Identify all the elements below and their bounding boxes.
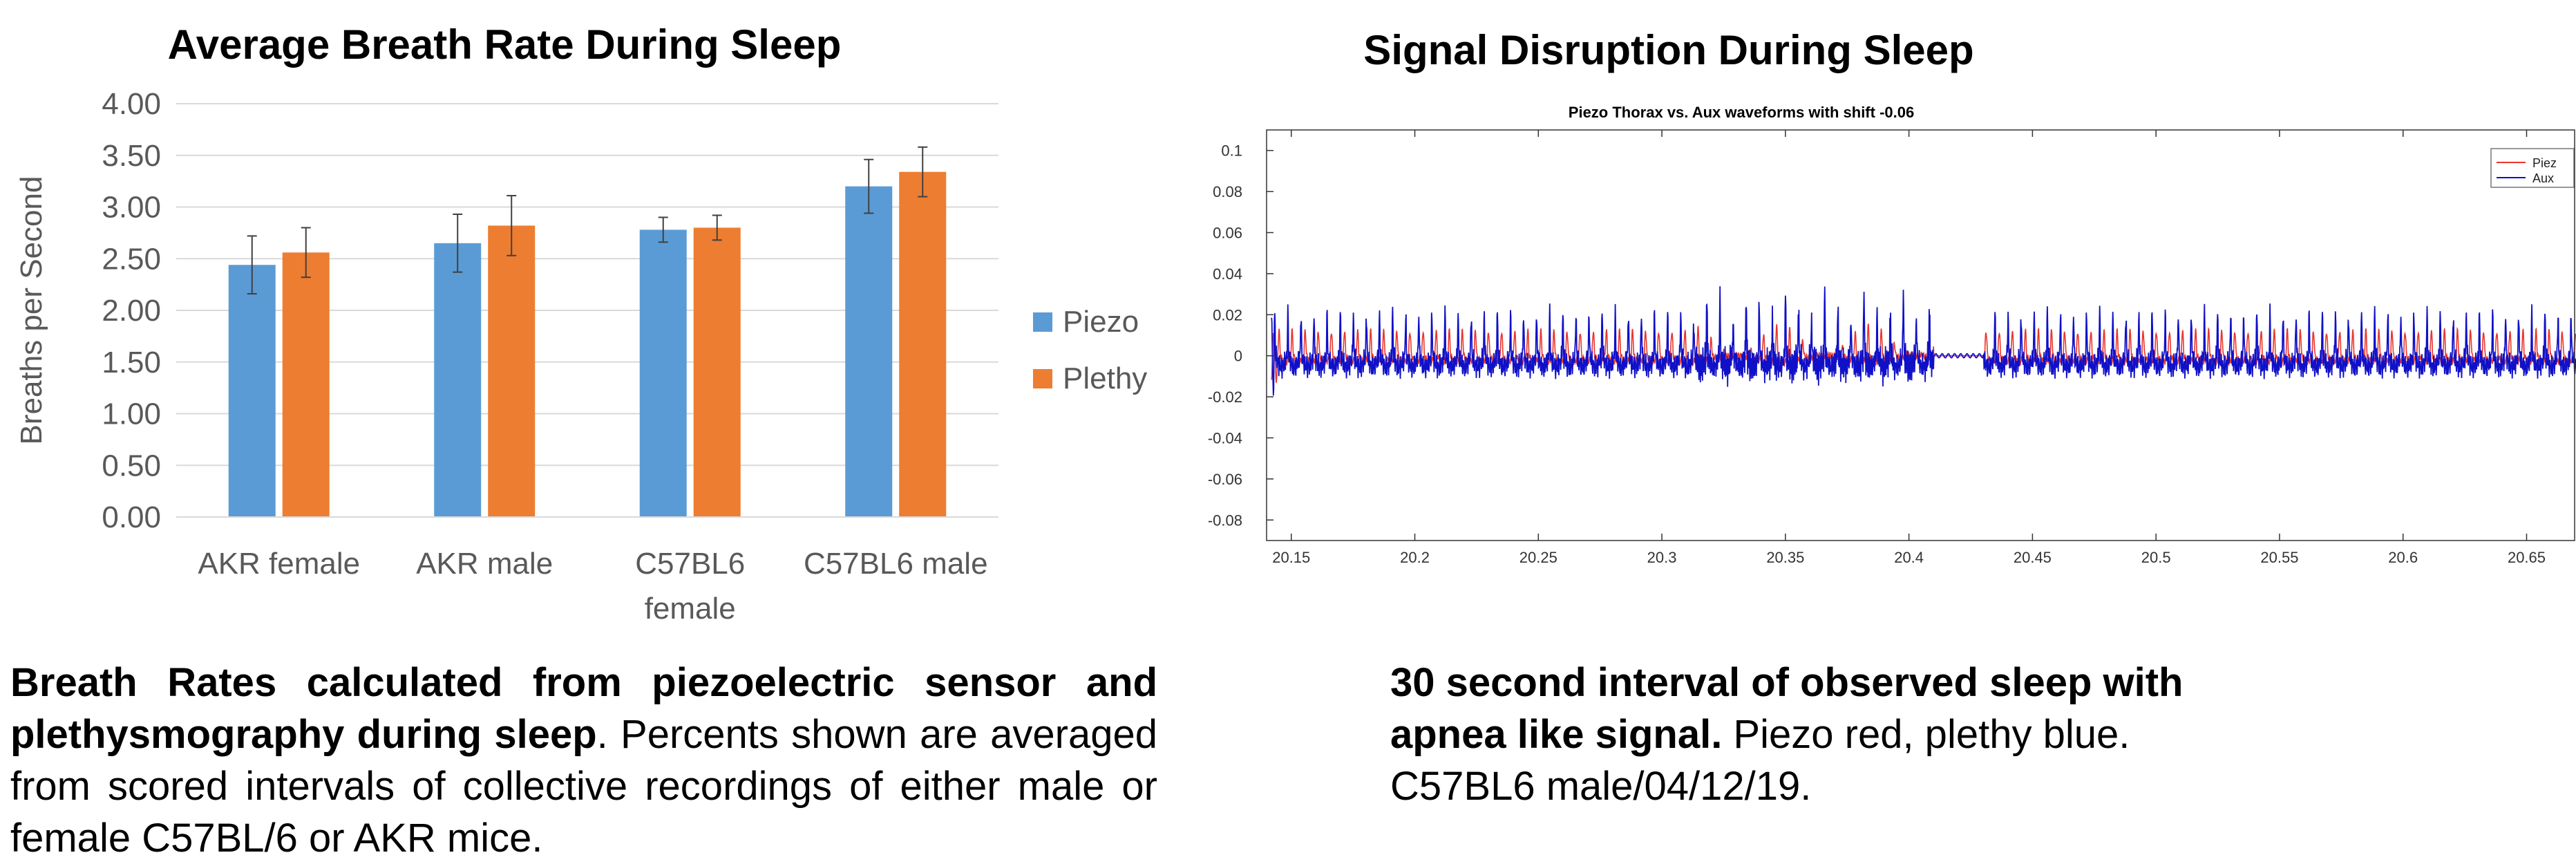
x-tick-label: 20.25 <box>1519 549 1557 566</box>
x-tick-label: C57BL6 <box>635 547 745 581</box>
y-tick-label: -0.06 <box>1208 471 1242 488</box>
bar-chart-title: Average Breath Rate During Sleep <box>167 21 842 68</box>
bar-plethy <box>488 225 536 517</box>
x-tick-label: 20.5 <box>2141 549 2171 566</box>
y-tick-label: 2.00 <box>102 294 161 328</box>
y-tick-label: 0.04 <box>1213 265 1242 283</box>
y-tick-label: 0.50 <box>102 449 161 482</box>
x-tick-label: 20.35 <box>1766 549 1804 566</box>
y-tick-label: 0 <box>1234 348 1242 365</box>
y-tick-label: 3.00 <box>102 191 161 225</box>
left-caption-bold: Breath Rates calculated from piezoelectr… <box>10 660 1157 757</box>
waveform-chart: Piezo Thorax vs. Aux waveforms with shif… <box>1208 104 2576 566</box>
bar-plethy <box>899 171 947 518</box>
bar-piezo <box>845 186 893 517</box>
bar-plethy <box>282 252 330 517</box>
left-caption: Breath Rates calculated from piezoelectr… <box>10 657 1157 864</box>
legend-label-aux: Aux <box>2532 171 2554 185</box>
y-tick-label: -0.02 <box>1208 388 1242 406</box>
y-tick-label: 0.02 <box>1213 306 1242 323</box>
bar-piezo <box>639 229 687 517</box>
left-caption-text: . Percents shown are averaged from score… <box>10 712 1158 861</box>
bar-piezo <box>228 265 276 517</box>
right-caption: 30 second interval of observed sleep wit… <box>1390 657 2219 812</box>
x-tick-label: 20.55 <box>2260 549 2298 566</box>
legend-label-piezo: Piezo <box>1063 305 1139 339</box>
y-tick-label: 3.50 <box>102 139 161 173</box>
series-line-piezo <box>1271 323 2576 383</box>
legend-label-piez: Piez <box>2532 156 2557 170</box>
x-tick-label: AKR male <box>416 547 553 581</box>
y-tick-label: 0.1 <box>1221 142 1242 160</box>
x-tick-label: 20.4 <box>1894 549 1924 566</box>
y-tick-label: 4.00 <box>102 87 161 121</box>
x-tick-label: C57BL6 male <box>804 547 988 581</box>
x-tick-label: 20.65 <box>2508 549 2546 566</box>
legend-box <box>2490 148 2575 188</box>
legend-swatch-plethy <box>1033 369 1052 388</box>
legend-swatch-piezo <box>1033 312 1052 332</box>
x-tick-label: 20.3 <box>1647 549 1677 566</box>
y-axis-label: Breaths per Second <box>15 176 48 445</box>
y-tick-label: 0.08 <box>1213 183 1242 200</box>
breath-rate-panel: Average Breath Rate During Sleep 0.00 0.5… <box>0 0 1175 864</box>
plot-frame <box>1266 129 2575 541</box>
x-tick-label: 20.6 <box>2388 549 2418 566</box>
y-tick-label: 1.50 <box>102 346 161 379</box>
waveform-subtitle: Piezo Thorax vs. Aux waveforms with shif… <box>1569 104 1914 121</box>
right-caption-bold: 30 second interval of observed sleep wit… <box>1390 660 2184 757</box>
right-caption-text: Piezo red, plethy blue. C57BL6 male/04/1… <box>1390 712 2130 809</box>
x-tick-label: 20.2 <box>1400 549 1430 566</box>
bar-plethy <box>693 227 741 517</box>
line-chart-title: Signal Disruption During Sleep <box>1363 27 1974 73</box>
bar-chart: 0.00 0.50 1.00 1.50 2.00 2.50 3.00 3.50 4.00 Brea… <box>15 87 1147 626</box>
series-line-aux <box>1271 286 2576 396</box>
signal-disruption-panel: Signal Disruption During Sleep Piezo Tho… <box>1188 0 2576 864</box>
y-tick-label: 1.00 <box>102 397 161 431</box>
x-tick-label: 20.45 <box>2014 549 2052 566</box>
y-tick-label: -0.04 <box>1208 430 1242 447</box>
x-tick-label: 20.15 <box>1272 549 1310 566</box>
x-tick-label: AKR female <box>198 547 360 581</box>
y-tick-label: 2.50 <box>102 242 161 276</box>
y-tick-label: 0.06 <box>1213 225 1242 242</box>
y-tick-label: -0.08 <box>1208 511 1242 529</box>
bar-piezo <box>434 243 482 517</box>
legend-label-plethy: Plethy <box>1063 361 1147 395</box>
y-tick-label: 0.00 <box>102 500 161 534</box>
x-tick-label: female <box>645 592 736 626</box>
